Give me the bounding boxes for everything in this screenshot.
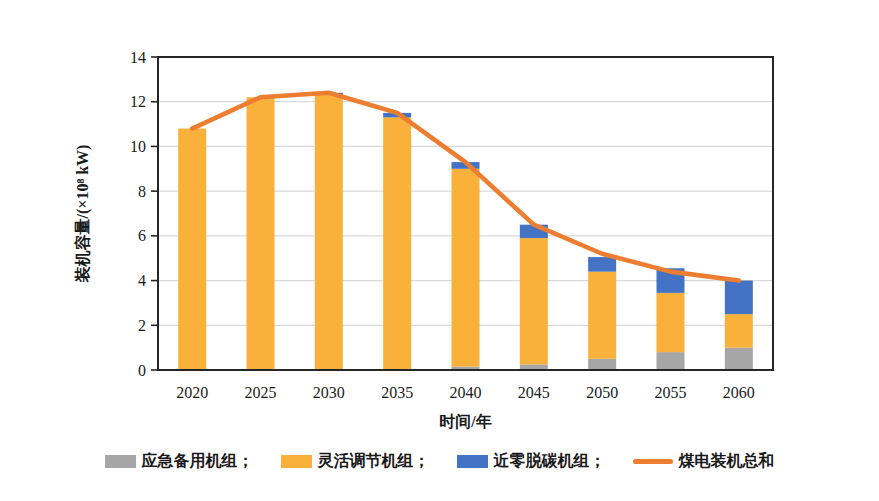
bar-segment-2055-灵活调节机组 xyxy=(657,293,685,352)
legend-color-swatch xyxy=(457,455,488,468)
bar-segment-2050-灵活调节机组 xyxy=(588,272,616,359)
x-tick-label-2025: 2025 xyxy=(245,384,277,401)
y-tick-label-14: 14 xyxy=(130,49,146,66)
bar-segment-2020-灵活调节机组 xyxy=(178,129,206,370)
legend-color-swatch xyxy=(105,455,136,468)
x-tick-label-2045: 2045 xyxy=(518,384,550,401)
legend-label: 近零脱碳机组； xyxy=(494,451,606,472)
x-tick-label-2055: 2055 xyxy=(655,384,687,401)
bar-segment-2050-应急备用机组 xyxy=(588,359,616,370)
legend-label: 应急备用机组； xyxy=(142,451,254,472)
y-tick-label-0: 0 xyxy=(138,362,146,379)
x-tick-label-2050: 2050 xyxy=(586,384,618,401)
legend-item-煤电装机总和: 煤电装机总和 xyxy=(633,451,775,472)
legend-label: 灵活调节机组； xyxy=(318,451,430,472)
y-tick-label-10: 10 xyxy=(130,138,146,155)
legend-label: 煤电装机总和 xyxy=(679,451,775,472)
y-axis-title: 装机容量/(×10⁸ kW) xyxy=(73,145,92,284)
chart-canvas: 0 2 4 6 8 10 12 14 2020 2025 2030 2035 2040 2045 2050 2… xyxy=(0,0,879,440)
y-tick-label-12: 12 xyxy=(130,93,146,110)
bar-segment-2055-应急备用机组 xyxy=(657,352,685,370)
bar-segment-2040-灵活调节机组 xyxy=(452,169,480,367)
y-tick-label-8: 8 xyxy=(138,183,146,200)
y-tick-label-4: 4 xyxy=(138,272,146,289)
legend-item-近零脱碳机组: 近零脱碳机组； xyxy=(457,451,606,472)
chart-legend: 应急备用机组； 灵活调节机组； 近零脱碳机组； 煤电装机总和 xyxy=(0,446,879,476)
bar-segment-2035-灵活调节机组 xyxy=(383,117,411,370)
y-tick-label-6: 6 xyxy=(138,227,146,244)
bar-segment-2045-灵活调节机组 xyxy=(520,238,548,364)
coal-capacity-chart-page: 0 2 4 6 8 10 12 14 2020 2025 2030 2035 2040 2045 2050 2… xyxy=(0,0,879,501)
x-tick-label-2030: 2030 xyxy=(313,384,345,401)
x-tick-label-2035: 2035 xyxy=(381,384,413,401)
legend-line-swatch xyxy=(633,459,673,464)
bar-segment-2050-近零脱碳机组 xyxy=(588,257,616,272)
x-axis-title: 时间/年 xyxy=(439,413,491,430)
legend-item-应急备用机组: 应急备用机组； xyxy=(105,451,254,472)
legend-color-swatch xyxy=(281,455,312,468)
bar-segment-2060-应急备用机组 xyxy=(725,348,753,370)
bar-segment-2030-灵活调节机组 xyxy=(315,95,343,370)
bar-segment-2025-灵活调节机组 xyxy=(247,97,275,370)
legend-item-灵活调节机组: 灵活调节机组； xyxy=(281,451,430,472)
x-tick-label-2040: 2040 xyxy=(450,384,482,401)
x-tick-label-2060: 2060 xyxy=(723,384,755,401)
bar-segment-2060-近零脱碳机组 xyxy=(725,281,753,315)
bar-segment-2060-灵活调节机组 xyxy=(725,314,753,348)
x-tick-label-2020: 2020 xyxy=(176,384,208,401)
y-tick-label-2: 2 xyxy=(138,317,146,334)
